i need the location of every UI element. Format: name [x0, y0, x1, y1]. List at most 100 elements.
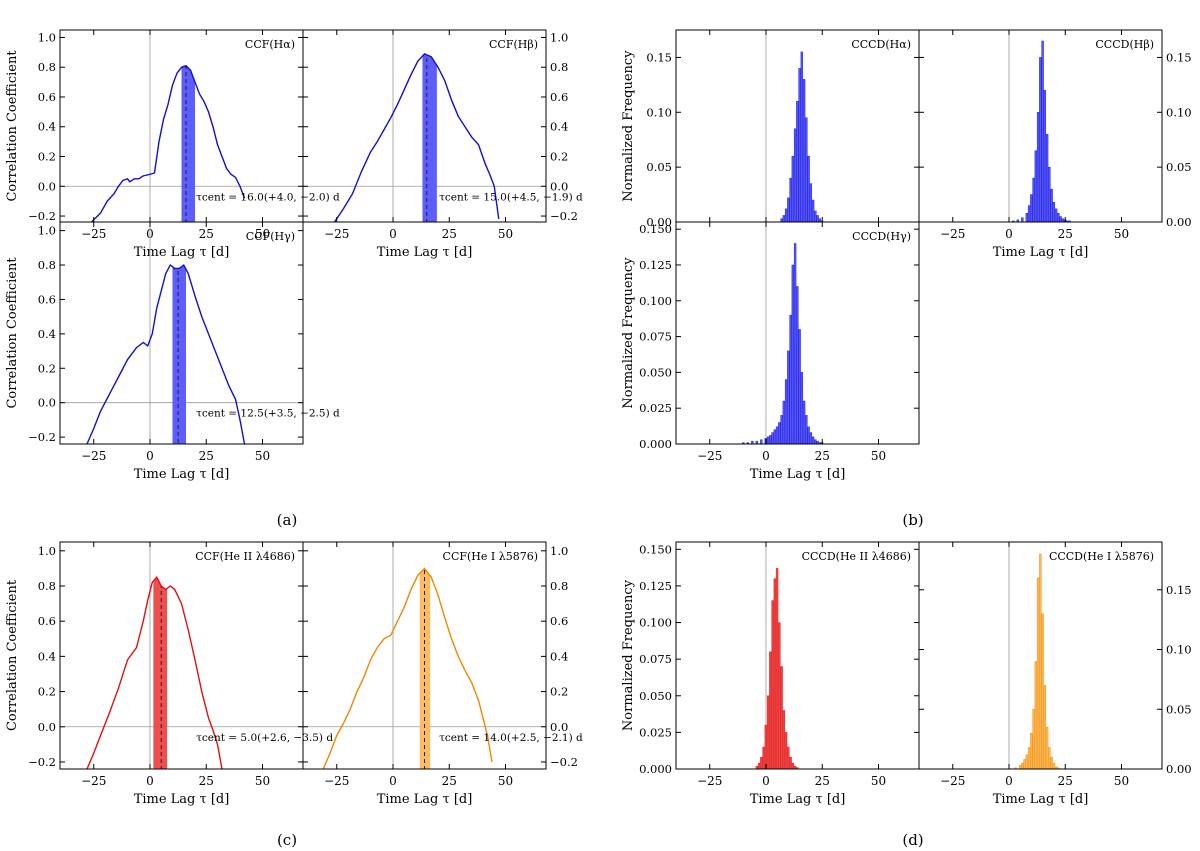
y-tick-label: 0.2 — [38, 685, 56, 699]
x-axis-label: Time Lag τ [d] — [134, 792, 230, 807]
y-tick-label: 0.0 — [550, 179, 568, 193]
y-tick-label: 0.6 — [38, 90, 56, 104]
histogram-bar — [1052, 202, 1056, 222]
y-tick-label: 1.0 — [550, 544, 568, 558]
histogram-bar — [784, 379, 788, 444]
histogram-bar — [807, 426, 810, 444]
y-tick-label: 0.150 — [639, 222, 672, 236]
plot-area — [303, 542, 546, 769]
y-tick-label: 0.15 — [646, 50, 672, 64]
histogram-bar — [1027, 205, 1031, 222]
y-tick-label: −0.2 — [550, 755, 578, 769]
centroid-label: τcent = 15.0(+4.5, −1.9) d — [439, 191, 583, 203]
chart-panel-3: τcent = 12.5(+3.5, −2.5) d CCF(Hγ) −25 0 25 5… — [5, 221, 340, 482]
y-tick-label: 0.8 — [550, 579, 568, 593]
chart-panel-8: τcent = 14.0(+2.5, −2.1) d CCF(He I λ5876… — [302, 541, 583, 807]
histogram-bar — [760, 757, 763, 769]
histogram-bar — [760, 439, 763, 444]
y-tick-label: 0.05 — [646, 160, 672, 174]
plot-area — [742, 222, 824, 444]
x-tick-label: 50 — [255, 227, 270, 241]
histogram-bar — [751, 440, 754, 444]
x-tick-label: 0 — [762, 774, 770, 788]
y-tick-label: 1.0 — [38, 544, 56, 558]
y-tick-label: 0.2 — [550, 685, 568, 699]
y-tick-label: 0.2 — [38, 150, 56, 164]
y-tick-label: 0.4 — [38, 649, 56, 663]
x-axis-label: Time Lag τ [d] — [134, 467, 230, 482]
histogram-bar — [1066, 220, 1069, 222]
x-tick-label: −25 — [81, 449, 106, 463]
y-tick-label: 0.050 — [639, 689, 672, 703]
histogram-bar — [766, 695, 770, 769]
x-tick-label: −25 — [697, 449, 722, 463]
histogram-bar — [775, 568, 779, 769]
histogram-bar — [789, 757, 792, 769]
histogram-bar — [1027, 747, 1031, 769]
panel-title: CCF(Hγ) — [246, 230, 295, 243]
panel-label-a: (a) — [277, 511, 298, 529]
histogram-bar — [811, 199, 815, 222]
y-tick-label: 0.000 — [639, 437, 672, 451]
x-tick-label: 50 — [498, 227, 513, 241]
x-tick-label: 0 — [389, 774, 397, 788]
y-tick-label: 0.0 — [38, 720, 56, 734]
x-tick-label: −25 — [940, 774, 965, 788]
x-tick-label: −25 — [940, 227, 965, 241]
x-tick-label: 0 — [146, 774, 154, 788]
y-axis-label: Normalized Frequency — [621, 50, 636, 202]
y-tick-label: 0.125 — [639, 579, 672, 593]
panel-title: CCF(He II λ4686) — [195, 550, 295, 563]
centroid-label: τcent = 16.0(+4.0, −2.0) d — [196, 191, 340, 203]
ccf-curve — [333, 52, 500, 222]
panel-title: CCF(Hα) — [245, 38, 295, 51]
histogram-bar — [766, 436, 770, 444]
histogram-bar — [1023, 759, 1026, 769]
histogram-bar — [775, 426, 779, 444]
histogram-bar — [780, 415, 783, 444]
histogram-bar — [746, 442, 750, 444]
panel-label-c: (c) — [277, 831, 297, 849]
histogram-bar — [778, 622, 781, 769]
panel-frame — [59, 221, 304, 445]
x-axis-label: Time Lag τ [d] — [134, 245, 230, 260]
histogram-bar — [814, 439, 817, 444]
histogram-bar — [784, 208, 788, 222]
y-tick-label: 0.100 — [639, 616, 672, 630]
histogram-bar — [773, 578, 777, 769]
y-tick-label: 0.075 — [639, 330, 672, 344]
x-axis-label: Time Lag τ [d] — [377, 792, 473, 807]
histogram-bar — [798, 329, 801, 444]
x-tick-label: 25 — [1058, 774, 1073, 788]
x-tick-label: 50 — [1114, 774, 1129, 788]
x-tick-label: 50 — [871, 774, 886, 788]
histogram-bar — [755, 765, 759, 769]
histogram-bar — [1045, 726, 1049, 769]
y-axis-label: Normalized Frequency — [621, 257, 636, 409]
histogram-bar — [782, 400, 786, 444]
y-axis-label: Normalized Frequency — [621, 579, 636, 731]
y-tick-label: 0.025 — [639, 725, 672, 739]
y-tick-label: 0.2 — [38, 361, 56, 375]
histogram-bar — [789, 177, 792, 222]
chart-panel-5: CCCD(Hβ) −25 0 25 50 Time Lag τ [d] 0.00 0.05 0.… — [918, 29, 1192, 260]
y-tick-label: 0.15 — [1166, 50, 1192, 64]
panel-label-b: (b) — [902, 511, 923, 529]
histogram-bar — [780, 666, 783, 769]
y-tick-label: 0.6 — [38, 292, 56, 306]
x-axis-label: Time Lag τ [d] — [993, 245, 1089, 260]
histogram-bar — [1030, 194, 1033, 222]
histogram-bar — [1021, 217, 1024, 222]
histogram-bar — [809, 432, 813, 444]
histogram-bar — [762, 746, 765, 769]
y-tick-label: 0.00 — [1166, 215, 1192, 229]
histogram-bar — [1054, 766, 1058, 769]
histogram-bar — [814, 210, 817, 222]
x-axis-label: Time Lag τ [d] — [750, 467, 846, 482]
panel-title: CCCD(He I λ5876) — [1049, 550, 1154, 563]
centroid-label: τcent = 12.5(+3.5, −2.5) d — [196, 408, 340, 420]
centroid-uncertainty-band — [172, 265, 186, 444]
histogram-bar — [1050, 188, 1053, 222]
plot-area — [765, 30, 824, 222]
y-tick-label: 0.05 — [1166, 160, 1192, 174]
